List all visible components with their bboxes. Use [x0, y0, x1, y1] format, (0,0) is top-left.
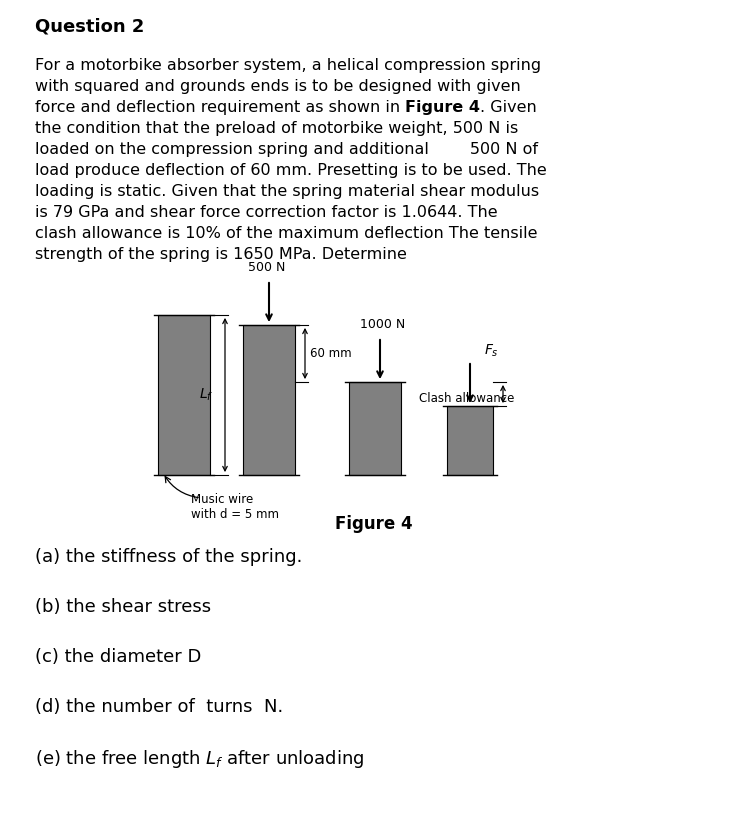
Text: . Given: . Given	[480, 100, 537, 115]
Bar	[447, 406, 493, 475]
Text: the condition that the preload of motorbike weight, 500 N is: the condition that the preload of motorb…	[35, 121, 518, 136]
Text: with squared and grounds ends is to be designed with given: with squared and grounds ends is to be d…	[35, 79, 521, 94]
Text: 1000 N: 1000 N	[360, 318, 406, 331]
Text: (c) the diameter D: (c) the diameter D	[35, 648, 201, 666]
Text: Clash allowance: Clash allowance	[419, 392, 515, 405]
Text: For a motorbike absorber system, a helical compression spring: For a motorbike absorber system, a helic…	[35, 58, 541, 73]
Text: is 79 GPa and shear force correction factor is 1.0644. The: is 79 GPa and shear force correction fac…	[35, 205, 497, 220]
Bar	[158, 315, 210, 475]
Text: strength of the spring is 1650 MPa. Determine: strength of the spring is 1650 MPa. Dete…	[35, 247, 407, 262]
Text: (e) the free length $L_f$ after unloading: (e) the free length $L_f$ after unloadin…	[35, 748, 365, 770]
Text: clash allowance is 10% of the maximum deflection The tensile: clash allowance is 10% of the maximum de…	[35, 226, 538, 241]
Bar	[349, 382, 401, 475]
Text: Figure 4: Figure 4	[336, 515, 413, 533]
Bar	[243, 325, 295, 475]
Text: $F_s$: $F_s$	[484, 343, 499, 359]
Text: (d) the number of  turns  N.: (d) the number of turns N.	[35, 698, 283, 716]
Text: $L_f$: $L_f$	[198, 387, 213, 403]
Text: Music wire
with d = 5 mm: Music wire with d = 5 mm	[191, 493, 279, 521]
Text: loaded on the compression spring and additional        500 N of: loaded on the compression spring and add…	[35, 142, 538, 157]
Text: (a) the stiffness of the spring.: (a) the stiffness of the spring.	[35, 548, 303, 566]
Text: (b) the shear stress: (b) the shear stress	[35, 598, 211, 616]
Text: Question 2: Question 2	[35, 18, 145, 36]
Text: force and deflection requirement as shown in: force and deflection requirement as show…	[35, 100, 405, 115]
Text: loading is static. Given that the spring material shear modulus: loading is static. Given that the spring…	[35, 184, 539, 199]
Text: load produce deflection of 60 mm. Presetting is to be used. The: load produce deflection of 60 mm. Preset…	[35, 163, 547, 178]
Text: 60 mm: 60 mm	[310, 347, 351, 360]
Text: 500 N: 500 N	[249, 261, 285, 274]
Text: Figure 4: Figure 4	[405, 100, 480, 115]
